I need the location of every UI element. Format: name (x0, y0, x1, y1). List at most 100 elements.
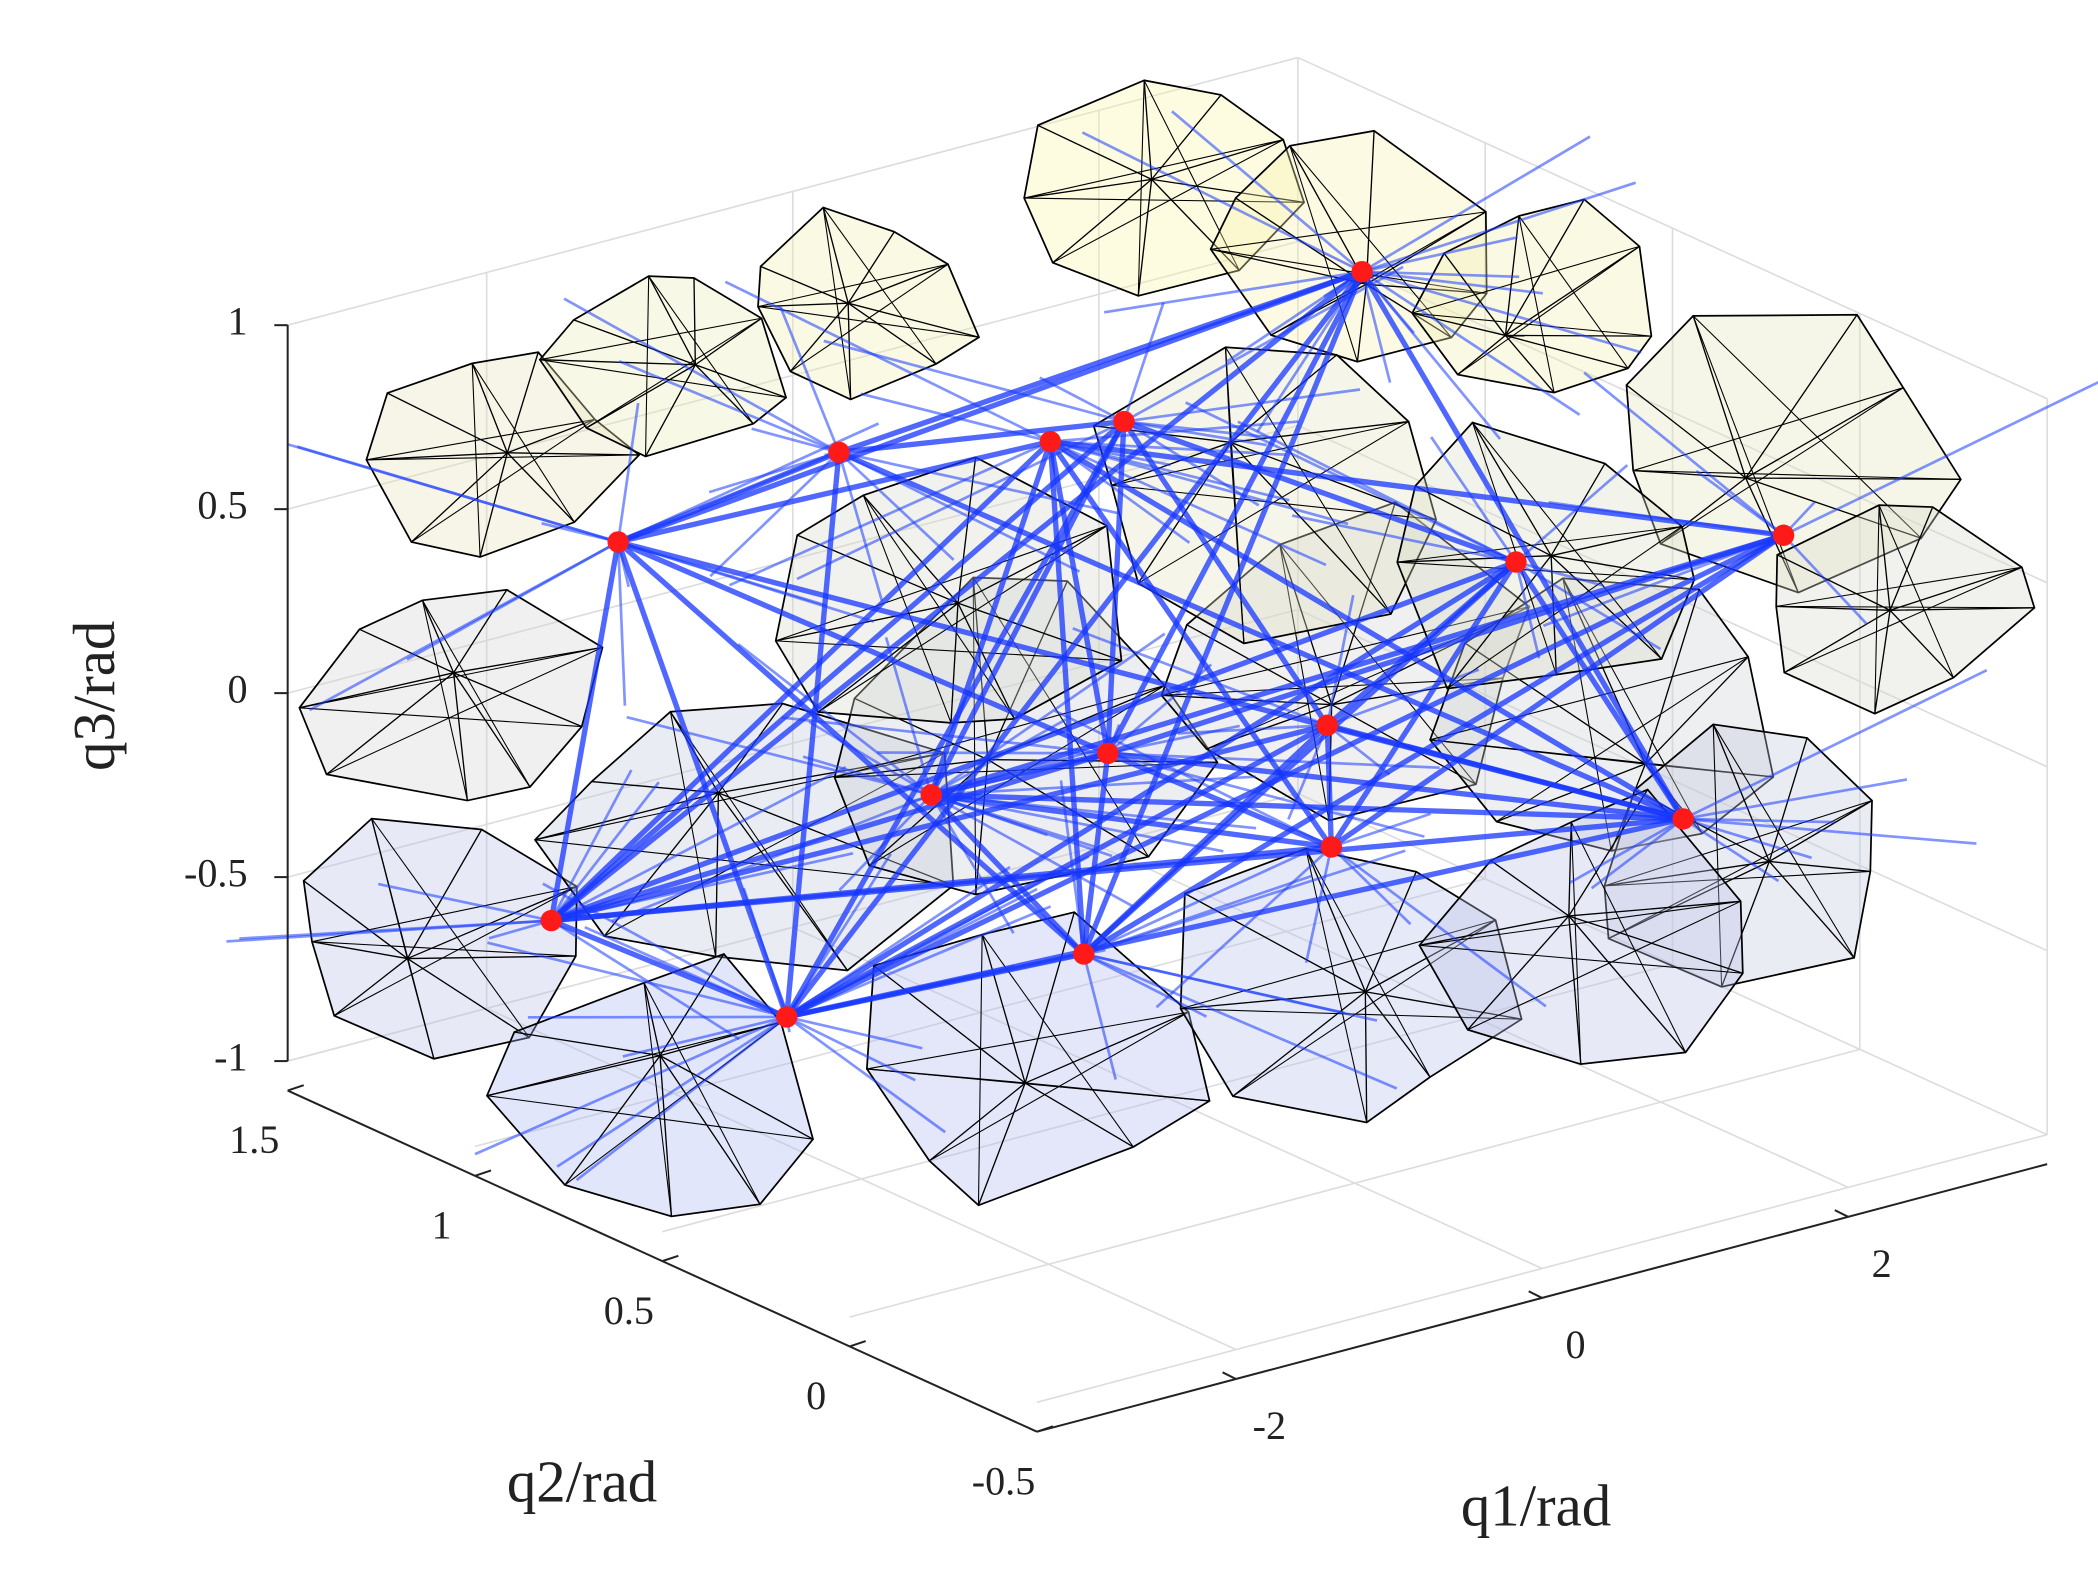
hull-edge (644, 364, 696, 457)
hull-edge (760, 265, 849, 304)
path-edge (1782, 380, 2098, 537)
hull-edge (1151, 94, 1222, 180)
path-edge (1072, 627, 1328, 727)
x-axis-label: q1/rad (1461, 1474, 1611, 1539)
hull-edge (1890, 607, 2035, 611)
path-edge (786, 905, 1052, 1019)
hull-edge (453, 589, 508, 674)
hull-edge (507, 418, 596, 454)
hull (538, 275, 788, 458)
hull-edge (586, 317, 762, 429)
hull-edge (981, 934, 1026, 1084)
z-tick-label: 1 (227, 298, 247, 343)
path-edge (786, 1015, 916, 1082)
hull-edge (1364, 991, 1368, 1123)
hull-edge (822, 207, 937, 365)
path-edge (226, 919, 552, 943)
hull-edge (1660, 387, 1904, 545)
path-edge (611, 793, 932, 923)
path-edge (1329, 560, 1519, 849)
hull-edge (1052, 139, 1284, 264)
hull-edge (1151, 178, 1305, 204)
hull-edge (987, 580, 1068, 760)
hull-edge (1364, 871, 1417, 993)
path-edge (1359, 270, 1686, 821)
path-edge (931, 775, 1256, 797)
hull-edge (873, 965, 1026, 1084)
hull-edge (486, 1095, 814, 1140)
z-tick-label: -0.5 (184, 850, 248, 895)
hull-edge (370, 818, 409, 959)
hull-edge (1412, 245, 1640, 314)
hull-edge (847, 302, 937, 365)
tick-mark (1528, 1290, 1543, 1299)
hull-edge (1143, 80, 1153, 180)
hull-edge (1626, 384, 1747, 479)
path-edge (786, 855, 1090, 1019)
hull-edge (311, 941, 408, 960)
path-edge (1107, 752, 1425, 838)
path-edge (1361, 270, 1581, 416)
path-edge (931, 793, 1257, 830)
hull-edge (1210, 211, 1486, 250)
z-tick-label: -1 (214, 1034, 247, 1079)
hull-edge (718, 792, 954, 887)
y-tick-label: 1 (432, 1203, 452, 1248)
hull-edge (790, 263, 949, 372)
path-edge (618, 359, 840, 454)
axes: -1 -0.5 0 0.5 1 -0.5 0 0.5 1 1.5 -2 0 2 (184, 298, 2048, 1503)
hull-edge (1745, 477, 1922, 539)
path-edge (1683, 817, 1977, 845)
node (920, 784, 942, 806)
path-edge (1083, 952, 1398, 1090)
path-edge (1361, 135, 1591, 273)
path-edge (556, 1015, 788, 1168)
path-edge (781, 716, 1109, 755)
path-edge (1325, 594, 1355, 726)
path-edge (1548, 500, 1784, 537)
path-edge (1083, 952, 1208, 1018)
hull-edge (643, 982, 661, 1056)
path-edge (406, 540, 619, 661)
path-edge (296, 445, 619, 544)
hull-edge (1415, 485, 1552, 557)
path-edge (1171, 110, 1363, 273)
hull-edge (822, 207, 849, 304)
hull (1429, 577, 1775, 852)
hull-edge (1365, 991, 1522, 1020)
grid-line (1036, 1133, 2048, 1404)
path-edge (617, 269, 1364, 545)
hull-edge (1550, 525, 1683, 557)
hull-edge (1568, 789, 1649, 917)
path-edge (617, 540, 875, 623)
hull-edge (1412, 312, 1506, 337)
tick-mark (474, 1169, 492, 1177)
path-edge (1081, 723, 1330, 956)
tick-mark (661, 1254, 679, 1263)
hull-edge (406, 829, 483, 959)
path-edge (1683, 817, 1835, 824)
hull-edge (1137, 179, 1153, 296)
y-tick-label: 0 (806, 1373, 826, 1418)
hull-edge (1776, 554, 1891, 611)
hull-edge (757, 263, 949, 308)
path-edge (1682, 817, 1780, 883)
path-edge (1324, 725, 1334, 848)
hull-edge (1467, 915, 1570, 1031)
path-edge (930, 532, 1785, 798)
hull-edge (1692, 315, 1799, 593)
path-edge (1237, 420, 1517, 564)
path-edge (785, 1015, 946, 1134)
hull-edge (1505, 334, 1629, 369)
hull-edge (1419, 915, 1569, 946)
hull-edge (693, 277, 697, 365)
path-edge (724, 280, 1051, 443)
hull (1023, 79, 1306, 297)
node (1039, 430, 1062, 453)
path-edge (1103, 270, 1363, 314)
hull-edge (1720, 861, 1770, 988)
hull-edge (421, 600, 468, 801)
hull-edge (1692, 315, 1747, 479)
path-edge (786, 865, 1011, 1019)
path-edge (860, 392, 1051, 443)
